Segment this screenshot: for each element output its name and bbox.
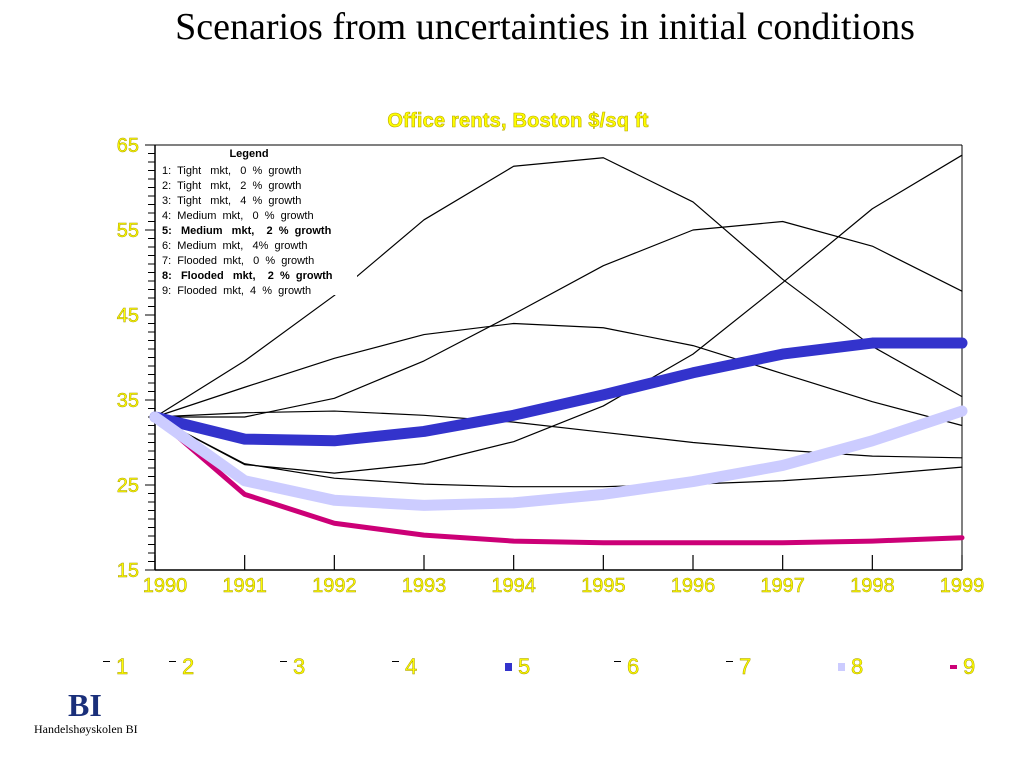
- series-key-row: 1 2 3 4 5 6 7 8 9: [0, 652, 1024, 682]
- series-line-6: [154, 220, 963, 418]
- chart-axes: 15 25 35 45 55 65 1990 1991 1992 1993 1994 1995 1996…: [117, 135, 985, 598]
- bi-logo-text: Handelshøyskolen BI: [34, 722, 138, 736]
- legend-entry: 5: Medium mkt, 2 % growth: [162, 225, 332, 237]
- x-tick-label: 1991: [222, 575, 267, 597]
- series-key-label: 2: [182, 654, 195, 680]
- series-key-label: 7: [739, 654, 752, 680]
- series-key-label: 6: [627, 654, 640, 680]
- series-key-7: 7: [726, 652, 752, 682]
- series-key-label: 3: [293, 654, 306, 680]
- series-line-7: [154, 416, 963, 488]
- legend-entry: 1: Tight mkt, 0 % growth: [162, 165, 301, 177]
- x-tick-label: 1992: [312, 575, 357, 597]
- y-tick-label: 45: [117, 305, 139, 327]
- series-key-swatch: [726, 660, 733, 662]
- legend-entry: 8: Flooded mkt, 2 % growth: [162, 270, 333, 282]
- chart-legend: Legend 1: Tight mkt, 0 % growth 2: Tight m…: [157, 147, 357, 297]
- series-key-swatch: [505, 663, 512, 671]
- series-key-2: 2: [169, 652, 195, 682]
- series-line-3: [154, 157, 963, 418]
- legend-entry: 7: Flooded mkt, 0 % growth: [162, 255, 314, 267]
- legend-entry: 3: Tight mkt, 4 % growth: [162, 195, 301, 207]
- y-tick-label: 55: [117, 220, 139, 242]
- series-key-swatch: [103, 660, 110, 662]
- series-key-label: 8: [851, 654, 864, 680]
- series-key-6: 6: [614, 652, 640, 682]
- series-key-5: 5: [505, 652, 531, 682]
- legend-entry: 9: Flooded mkt, 4 % growth: [162, 285, 311, 297]
- legend-background: [157, 147, 357, 295]
- series-key-4: 4: [392, 652, 418, 682]
- series-key-1: 1: [103, 652, 129, 682]
- x-tick-label: 1997: [760, 575, 805, 597]
- series-key-swatch: [838, 663, 845, 671]
- series-line-2: [154, 322, 963, 427]
- x-tick-label: 1990: [143, 575, 188, 597]
- series-line-8: [149, 405, 968, 511]
- legend-entry: 6: Medium mkt, 4% growth: [162, 240, 308, 252]
- series-key-label: 5: [518, 654, 531, 680]
- series-key-label: 4: [405, 654, 418, 680]
- series-key-9: 9: [950, 652, 976, 682]
- series-key-3: 3: [280, 652, 306, 682]
- series-line-9: [152, 414, 965, 546]
- y-tick-label: 65: [117, 135, 139, 157]
- y-tick-label: 35: [117, 390, 139, 412]
- x-tick-label: 1995: [581, 575, 626, 597]
- legend-title: Legend: [229, 148, 268, 160]
- series-key-swatch: [614, 660, 621, 662]
- series-key-label: 1: [116, 654, 129, 680]
- x-tick-label: 1998: [850, 575, 895, 597]
- series-key-swatch: [169, 660, 176, 662]
- x-tick-label: 1999: [940, 575, 985, 597]
- series-line-4: [154, 154, 963, 474]
- y-tick-label: 25: [117, 475, 139, 497]
- series-line-5: [149, 337, 968, 447]
- legend-entry: 4: Medium mkt, 0 % growth: [162, 210, 314, 222]
- chart-subtitle: Office rents, Boston $/sq ft: [387, 110, 649, 133]
- line-chart: 15 25 35 45 55 65 1990 1991 1992 1993 1994 1995 1996…: [117, 135, 985, 598]
- x-tick-label: 1994: [491, 575, 536, 597]
- series-key-swatch: [950, 665, 957, 669]
- series-key-8: 8: [838, 652, 864, 682]
- y-tick-label: 15: [117, 560, 139, 582]
- series-key-swatch: [392, 660, 399, 662]
- bi-logo: BI Handelshøyskolen BI: [34, 688, 144, 740]
- series-key-label: 9: [963, 654, 976, 680]
- chart-series-lines: [149, 154, 968, 546]
- legend-entry: 2: Tight mkt, 2 % growth: [162, 180, 301, 192]
- x-tick-label: 1993: [402, 575, 447, 597]
- chart-title: Scenarios from uncertainties in initial …: [175, 6, 915, 48]
- series-key-swatch: [280, 660, 287, 662]
- x-tick-label: 1996: [671, 575, 716, 597]
- bi-logo-mark: BI: [68, 687, 102, 723]
